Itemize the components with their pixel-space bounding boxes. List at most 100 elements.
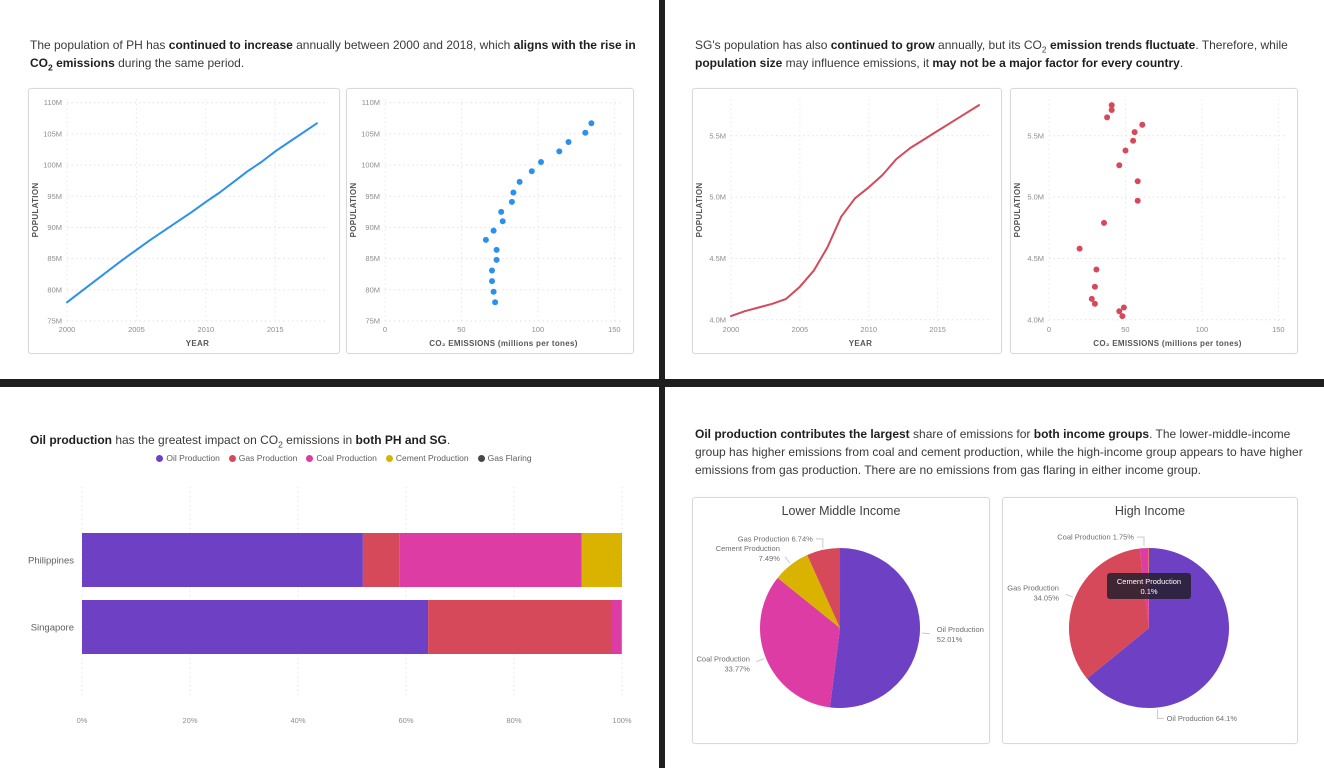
svg-text:Gas Production 6.74%: Gas Production 6.74% — [738, 534, 813, 543]
legend-label: Gas Production — [238, 453, 298, 463]
svg-text:Gas Production: Gas Production — [1007, 583, 1059, 592]
svg-text:0%: 0% — [77, 716, 88, 725]
chart-card-ph-population-line: 75M 80M 85M 90M 95M 100M 105M 110M 2000 2005 2010 2… — [28, 88, 340, 354]
panel-emissions-by-income: Oil production contributes the largest s… — [665, 387, 1324, 768]
legend-label: Coal Production — [316, 453, 377, 463]
svg-text:95M: 95M — [365, 192, 380, 201]
svg-text:0: 0 — [1047, 325, 1051, 334]
svg-text:150: 150 — [1272, 325, 1285, 334]
svg-text:75M: 75M — [365, 317, 380, 326]
svg-text:Cement Production: Cement Production — [716, 544, 780, 553]
svg-text:100M: 100M — [361, 161, 380, 170]
svg-text:YEAR: YEAR — [186, 339, 209, 348]
svg-text:Coal Production: Coal Production — [697, 655, 750, 664]
legend-dot — [156, 454, 164, 462]
insight-text-oil-impact: Oil production has the greatest impact o… — [30, 433, 451, 450]
svg-text:4.5M: 4.5M — [709, 254, 726, 263]
svg-text:105M: 105M — [43, 129, 62, 138]
high-income-pie-chart[interactable]: Oil Production 64.1% Gas Production34.05%… — [1003, 522, 1295, 741]
svg-text:85M: 85M — [365, 254, 380, 263]
legend-dot — [228, 454, 236, 462]
panel-emissions-by-country: Oil production has the greatest impact o… — [0, 387, 659, 768]
pie-title-lower-middle-income: Lower Middle Income — [781, 504, 901, 518]
bar-chart-legend: Oil Production Gas Production Coal Product… — [28, 453, 660, 463]
svg-text:100: 100 — [1196, 325, 1209, 334]
chart-card-sg-co2-scatter: 4.0M 4.5M 5.0M 5.5M 0 50 100 150 CO₂ EMISSIONS (… — [1010, 88, 1298, 354]
svg-text:YEAR: YEAR — [849, 339, 872, 348]
svg-text:2015: 2015 — [929, 325, 946, 334]
svg-text:2005: 2005 — [792, 325, 809, 334]
svg-text:2005: 2005 — [128, 325, 145, 334]
svg-text:105M: 105M — [361, 129, 380, 138]
emissions-stacked-bar-chart[interactable]: 0% 20% 40% 60% 80% 100% Philippines Singapore — [28, 483, 660, 741]
svg-text:5.0M: 5.0M — [1027, 193, 1044, 202]
svg-text:110M: 110M — [44, 98, 62, 107]
svg-text:150: 150 — [608, 325, 621, 334]
chart-card-sg-population-line: 4.0M 4.5M 5.0M 5.5M 2000 2005 2010 2015 YEAR POPU… — [692, 88, 1002, 354]
svg-text:80M: 80M — [47, 285, 62, 294]
svg-text:75M: 75M — [47, 317, 62, 326]
svg-text:80%: 80% — [506, 716, 521, 725]
svg-text:2000: 2000 — [59, 325, 76, 334]
sg-co2-scatter-chart[interactable]: 4.0M 4.5M 5.0M 5.5M 0 50 100 150 CO₂ EMISSIONS (… — [1011, 89, 1295, 351]
svg-text:2010: 2010 — [860, 325, 877, 334]
svg-text:Oil Production: Oil Production — [937, 625, 984, 634]
svg-text:Oil Production 64.1%: Oil Production 64.1% — [1167, 714, 1238, 723]
svg-text:4.5M: 4.5M — [1027, 254, 1044, 263]
svg-text:40%: 40% — [290, 716, 305, 725]
svg-text:2015: 2015 — [267, 325, 284, 334]
legend-dot — [306, 454, 314, 462]
svg-text:CO₂ EMISSIONS (millions per to: CO₂ EMISSIONS (millions per tones) — [429, 339, 577, 348]
svg-text:POPULATION: POPULATION — [695, 183, 704, 238]
legend-item-cement-production[interactable]: Cement Production — [385, 453, 469, 463]
svg-text:90M: 90M — [365, 223, 380, 232]
sg-population-line-chart[interactable]: 4.0M 4.5M 5.0M 5.5M 2000 2005 2010 2015 YEAR POPU… — [693, 89, 999, 351]
svg-text:100: 100 — [532, 325, 545, 334]
pie-title-high-income: High Income — [1114, 504, 1186, 518]
svg-text:100M: 100M — [43, 161, 62, 170]
chart-card-pie-high-income: High Income Oil Production 64.1% Gas Prod… — [1002, 497, 1298, 744]
svg-text:52.01%: 52.01% — [937, 635, 963, 644]
legend-label: Gas Flaring — [487, 453, 532, 463]
svg-text:0.1%: 0.1% — [1140, 587, 1157, 596]
svg-text:5.5M: 5.5M — [1027, 131, 1044, 140]
svg-text:34.05%: 34.05% — [1034, 593, 1060, 602]
legend-item-coal-production[interactable]: Coal Production — [306, 453, 377, 463]
ph-population-line-chart[interactable]: 75M 80M 85M 90M 95M 100M 105M 110M 2000 2005 2010 2… — [29, 89, 337, 351]
panel-ph-population: The population of PH has continued to in… — [0, 0, 659, 379]
svg-text:Cement Production: Cement Production — [1117, 577, 1181, 586]
legend-item-oil-production[interactable]: Oil Production — [156, 453, 220, 463]
svg-text:0: 0 — [383, 325, 387, 334]
legend-label: Oil Production — [166, 453, 220, 463]
insight-text-income-groups: Oil production contributes the largest s… — [695, 427, 1303, 477]
ph-co2-scatter-chart[interactable]: 75M 80M 85M 90M 95M 100M 105M 110M 0 50 100 150 CO₂ … — [347, 89, 631, 351]
legend-item-gas-flaring[interactable]: Gas Flaring — [477, 453, 532, 463]
svg-text:33.77%: 33.77% — [724, 665, 750, 674]
svg-text:4.0M: 4.0M — [1027, 315, 1044, 324]
svg-text:100%: 100% — [612, 716, 632, 725]
svg-text:POPULATION: POPULATION — [1013, 183, 1022, 238]
svg-text:POPULATION: POPULATION — [349, 183, 358, 238]
svg-text:95M: 95M — [47, 192, 62, 201]
svg-text:60%: 60% — [398, 716, 413, 725]
legend-label: Cement Production — [395, 453, 469, 463]
svg-text:20%: 20% — [182, 716, 197, 725]
svg-text:80M: 80M — [365, 285, 380, 294]
svg-text:2010: 2010 — [197, 325, 214, 334]
legend-dot — [477, 454, 485, 462]
divider-horizontal — [0, 379, 1324, 387]
chart-card-pie-lower-middle-income: Lower Middle Income Oil Production 52.01%… — [692, 497, 990, 744]
insight-text-ph: The population of PH has continued to in… — [30, 38, 636, 73]
svg-text:50: 50 — [457, 325, 465, 334]
svg-text:5.0M: 5.0M — [709, 193, 726, 202]
svg-text:7.49%: 7.49% — [759, 554, 781, 563]
svg-text:50: 50 — [1121, 325, 1129, 334]
legend-item-gas-production[interactable]: Gas Production — [228, 453, 298, 463]
svg-text:5.5M: 5.5M — [709, 131, 726, 140]
svg-text:Coal Production 1.75%: Coal Production 1.75% — [1057, 533, 1134, 542]
svg-text:POPULATION: POPULATION — [31, 183, 40, 238]
svg-text:90M: 90M — [47, 223, 62, 232]
svg-text:Singapore: Singapore — [31, 623, 74, 634]
